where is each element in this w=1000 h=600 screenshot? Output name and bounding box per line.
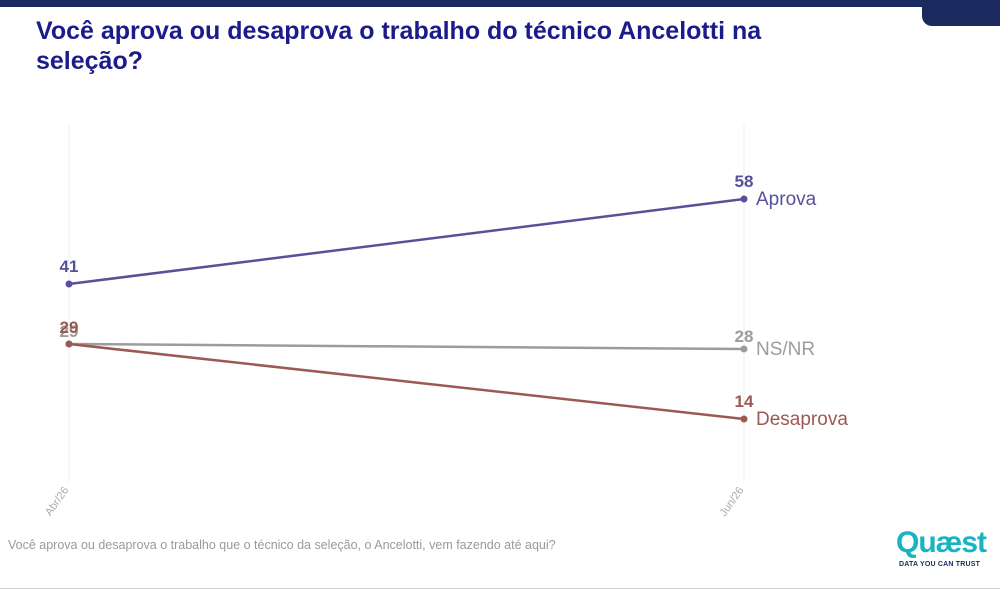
series-line-nsnr (67, 342, 746, 351)
series-name-label: Desaprova (756, 409, 848, 430)
data-label: 41 (60, 257, 79, 276)
chart-title: Você aprova ou desaprova o trabalho do t… (36, 17, 762, 75)
x-tick-label: Abr/26 (43, 485, 71, 518)
data-point (65, 280, 73, 288)
logo-wordmark: Quæst (896, 526, 987, 559)
series-name-label: NS/NR (756, 339, 815, 360)
data-point (740, 195, 748, 203)
series-name-label: Aprova (756, 189, 817, 210)
data-point (740, 345, 748, 353)
logo-tagline: DATA YOU CAN TRUST (899, 561, 981, 568)
question-footnote: Você aprova ou desaprova o trabalho que … (8, 538, 556, 552)
data-point (740, 415, 748, 423)
data-label: 58 (735, 172, 754, 191)
quaest-logo: Quæst DATA YOU CAN TRUST (896, 526, 998, 574)
series-line-desaprova (67, 342, 746, 421)
data-label: 29 (60, 322, 79, 341)
data-label: 28 (735, 327, 754, 346)
x-tick-label: Jun/26 (718, 485, 747, 519)
top-accent-bar (0, 0, 1000, 7)
bottom-divider (0, 588, 1000, 589)
data-label: 14 (735, 392, 754, 411)
data-label: 29 (60, 318, 79, 337)
data-point (65, 340, 73, 348)
top-accent-tab (922, 0, 1000, 26)
series-line-aprova (67, 197, 746, 286)
